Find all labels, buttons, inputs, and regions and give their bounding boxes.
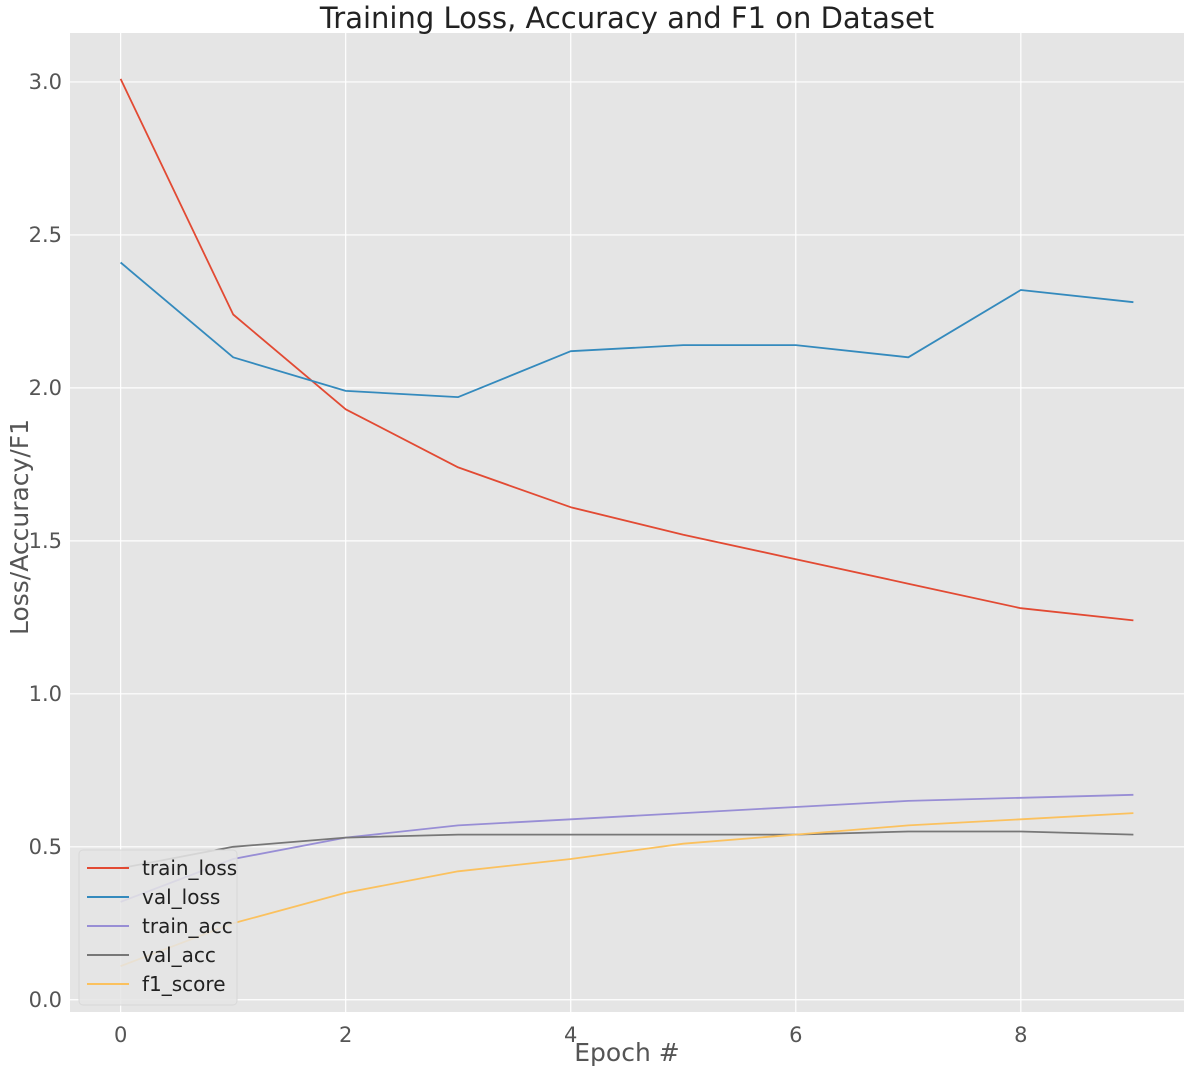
y-tick-label: 3.0 [29,70,62,94]
legend-label: val_acc [142,943,216,967]
y-tick-label: 1.5 [29,529,62,553]
y-tick-label: 2.5 [29,223,62,247]
plot-background [70,33,1184,1012]
x-tick-label: 0 [114,1023,127,1047]
series-line-val-loss [120,261,1134,399]
axis-ticks: 0 2 4 6 8 0.0 0.5 1.0 1.5 2.0 2.5 3.0 [29,70,1028,1047]
series-line-train-acc [120,793,1134,903]
x-axis-label: Epoch # [574,1038,679,1067]
series-line-f1-score [120,812,1134,967]
y-tick-label: 0.5 [29,835,62,859]
y-tick-label: 1.0 [29,682,62,706]
series-line-val-acc [120,830,1134,870]
legend: train_loss val_loss train_acc val_acc f1_sco… [78,849,238,1006]
legend-label: f1_score [142,972,226,996]
grid [70,33,1184,1012]
legend-label: train_loss [142,856,237,880]
x-tick-label: 2 [339,1023,352,1047]
y-tick-label: 2.0 [29,376,62,400]
series-line-train-loss [119,78,1134,622]
series-lines [119,78,1134,967]
y-axis-label: Loss/Accuracy/F1 [5,419,34,635]
legend-label: val_loss [142,885,220,909]
legend-box [78,849,238,1006]
y-tick-label: 0.0 [29,988,62,1012]
x-tick-label: 8 [1014,1023,1027,1047]
chart-title: Training Loss, Accuracy and F1 on Datase… [319,1,934,35]
x-tick-label: 6 [789,1023,802,1047]
x-tick-label: 4 [564,1023,577,1047]
legend-label: train_acc [142,914,233,938]
